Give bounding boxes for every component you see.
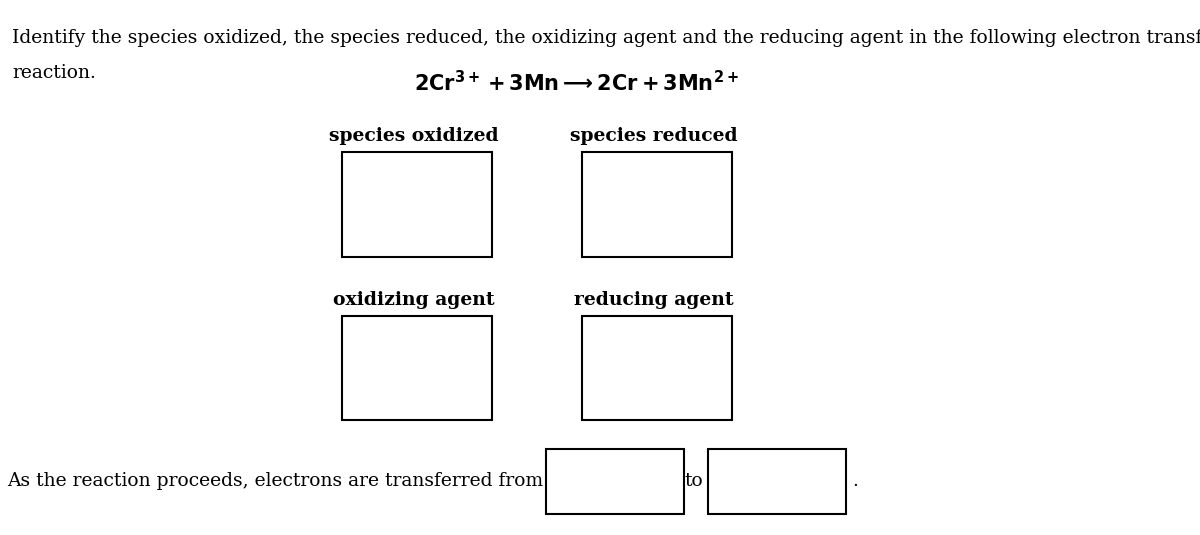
Text: to: to [684,472,703,491]
Text: As the reaction proceeds, electrons are transferred from: As the reaction proceeds, electrons are … [7,472,544,491]
Text: $\mathbf{2Cr^{3+} + 3Mn{\longrightarrow}2Cr + 3Mn^{2+}}$: $\mathbf{2Cr^{3+} + 3Mn{\longrightarrow}… [414,70,738,96]
Text: reaction.: reaction. [12,64,96,82]
Text: species oxidized: species oxidized [329,127,499,146]
Text: .: . [852,472,858,491]
Text: oxidizing agent: oxidizing agent [334,291,494,309]
Text: reducing agent: reducing agent [574,291,734,309]
Text: Identify the species oxidized, the species reduced, the oxidizing agent and the : Identify the species oxidized, the speci… [12,29,1200,48]
Text: species reduced: species reduced [570,127,738,146]
